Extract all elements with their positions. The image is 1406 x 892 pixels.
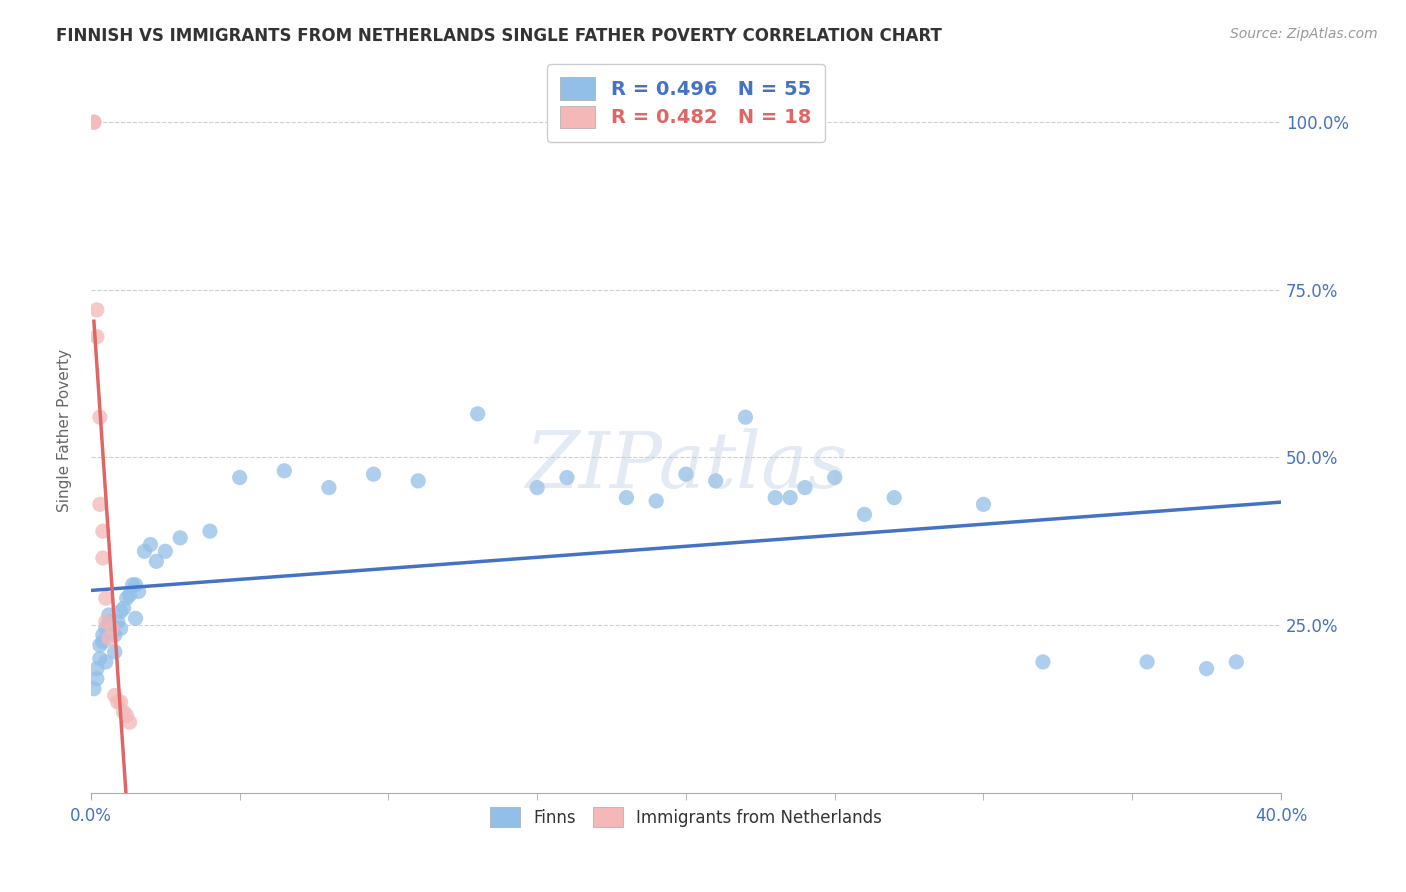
Legend: Finns, Immigrants from Netherlands: Finns, Immigrants from Netherlands [482, 799, 890, 835]
Point [86, 662, 108, 676]
Point [110, 605, 132, 619]
Point [89, 638, 111, 652]
Point [1225, 655, 1247, 669]
Point [734, 410, 756, 425]
Point [94, 591, 117, 606]
Point [86, 329, 108, 343]
Text: Source: ZipAtlas.com: Source: ZipAtlas.com [1230, 27, 1378, 41]
Point [83, 115, 105, 129]
Point [198, 524, 221, 538]
Point [97, 615, 120, 629]
Point [107, 695, 129, 709]
Point [97, 632, 120, 646]
Point [363, 467, 385, 482]
Point [779, 491, 801, 505]
Point [155, 544, 177, 558]
Point [169, 531, 191, 545]
Point [794, 481, 817, 495]
Point [972, 497, 994, 511]
Point [83, 681, 105, 696]
Text: ZIPatlas: ZIPatlas [524, 429, 848, 505]
Point [121, 578, 143, 592]
Point [91, 628, 114, 642]
Y-axis label: Single Father Poverty: Single Father Poverty [58, 349, 72, 512]
Point [318, 481, 340, 495]
Point [104, 628, 127, 642]
Point [616, 491, 638, 505]
Point [86, 302, 108, 317]
Point [100, 621, 122, 635]
Point [94, 615, 117, 629]
Point [526, 481, 548, 495]
Point [112, 705, 135, 719]
Point [675, 467, 697, 482]
Point [89, 651, 111, 665]
Point [86, 672, 108, 686]
Point [91, 634, 114, 648]
Point [228, 470, 250, 484]
Point [94, 621, 117, 635]
Point [94, 655, 117, 669]
Point [115, 708, 138, 723]
Point [89, 497, 111, 511]
Point [139, 538, 162, 552]
Point [134, 544, 156, 558]
Point [1136, 655, 1159, 669]
Point [1195, 662, 1218, 676]
Point [104, 645, 127, 659]
Point [555, 470, 578, 484]
Point [704, 474, 727, 488]
Point [883, 491, 905, 505]
Point [824, 470, 846, 484]
Point [97, 607, 120, 622]
Point [145, 554, 167, 568]
Point [91, 551, 114, 566]
Text: FINNISH VS IMMIGRANTS FROM NETHERLANDS SINGLE FATHER POVERTY CORRELATION CHART: FINNISH VS IMMIGRANTS FROM NETHERLANDS S… [56, 27, 942, 45]
Point [467, 407, 489, 421]
Point [115, 591, 138, 606]
Point [83, 115, 105, 129]
Point [100, 618, 122, 632]
Point [124, 578, 146, 592]
Point [1032, 655, 1054, 669]
Point [645, 494, 668, 508]
Point [118, 715, 141, 730]
Point [128, 584, 150, 599]
Point [124, 611, 146, 625]
Point [104, 689, 127, 703]
Point [110, 621, 132, 635]
Point [763, 491, 786, 505]
Point [406, 474, 429, 488]
Point [853, 508, 876, 522]
Point [273, 464, 295, 478]
Point [118, 588, 141, 602]
Point [89, 410, 111, 425]
Point [112, 601, 135, 615]
Point [91, 524, 114, 538]
Point [100, 624, 122, 639]
Point [107, 615, 129, 629]
Point [110, 695, 132, 709]
